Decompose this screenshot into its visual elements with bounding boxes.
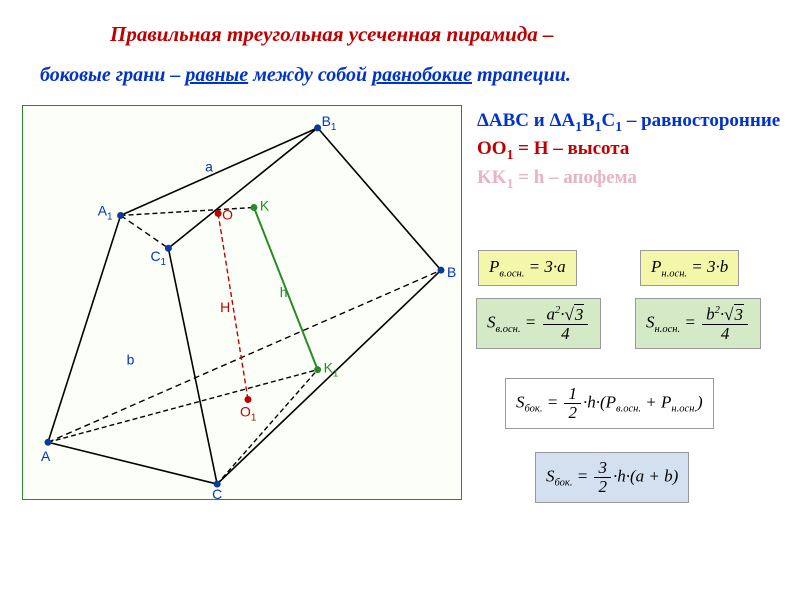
subtitle-p2: между собой xyxy=(248,64,372,86)
formula-s-top: Sв.осн. = a2·3 4 xyxy=(476,298,601,349)
svg-text:B: B xyxy=(447,264,456,280)
svg-text:O: O xyxy=(222,206,233,222)
svg-text:H: H xyxy=(220,299,230,315)
frustum-diagram: A B C A1 B1 C1 O O1 K K1 a b Hh xyxy=(22,105,462,500)
svg-text:K: K xyxy=(260,197,270,213)
svg-text:a: a xyxy=(205,159,213,175)
formula-s-lateral-2: Sбок. = 32·h·(a + b) xyxy=(535,452,689,503)
svg-text:C: C xyxy=(212,486,222,499)
prop-height: OO1 = H – высота xyxy=(477,136,787,164)
formula-p-bottom: Pн.осн. = 3·b xyxy=(640,250,739,286)
svg-text:O1: O1 xyxy=(240,403,257,423)
subtitle-p3: трапеции. xyxy=(472,64,571,86)
svg-text:A: A xyxy=(41,448,51,464)
svg-text:K1: K1 xyxy=(324,360,339,380)
subtitle-u2: равнобокие xyxy=(372,64,472,86)
svg-text:C1: C1 xyxy=(150,248,166,268)
svg-text:h: h xyxy=(280,284,288,300)
prop-apothem: KK1 = h – апофема xyxy=(477,165,787,193)
page-subtitle: боковые грани – равные между собой равно… xyxy=(40,64,760,87)
formula-s-bottom: Sн.осн. = b2·3 4 xyxy=(635,298,761,349)
subtitle-p1: боковые грани – xyxy=(40,64,185,86)
svg-text:B1: B1 xyxy=(322,113,337,133)
properties-text: ΔABC и ΔA1B1C1 – равносторонние OO1 = H … xyxy=(477,108,787,193)
svg-text:b: b xyxy=(127,352,135,368)
page-title: Правильная треугольная усеченная пирамид… xyxy=(110,22,740,47)
subtitle-u1: равные xyxy=(185,64,248,86)
formula-s-lateral-1: Sбок. = 12·h·(Pв.осн. + Pн.осн.) xyxy=(505,378,714,429)
formula-p-top: Pв.осн. = 3·a xyxy=(478,250,577,286)
prop-triangles: ΔABC и ΔA1B1C1 – равносторонние xyxy=(477,108,787,136)
svg-text:A1: A1 xyxy=(98,202,113,222)
diagram-svg: A B C A1 B1 C1 O O1 K K1 a b Hh xyxy=(23,106,461,499)
